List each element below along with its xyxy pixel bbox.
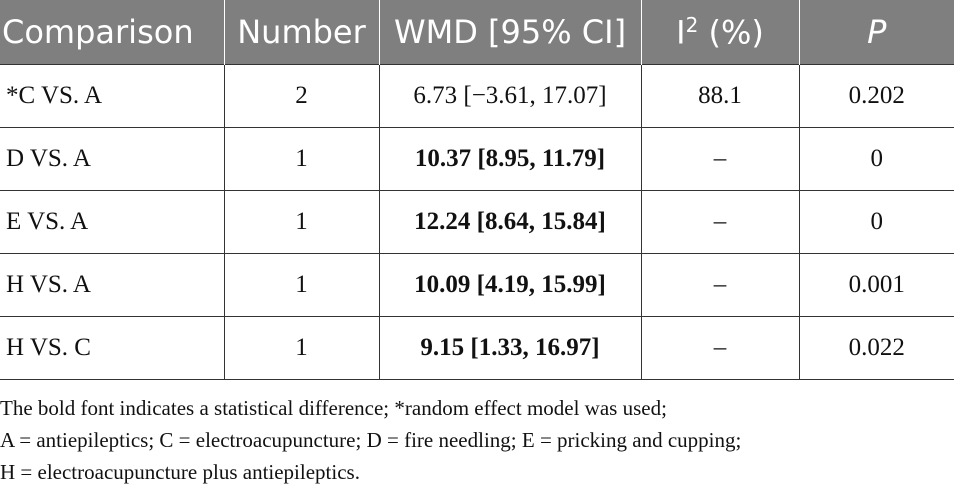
wmd-estimate: 10.09 xyxy=(414,271,471,298)
cell-comparison: H VS. A xyxy=(0,253,225,317)
footnote-line-3: H = electroacupuncture plus antiepilepti… xyxy=(0,460,360,484)
wmd-estimate: 12.24 xyxy=(414,208,471,235)
wmd-confidence-interval: [1.33, 16.97] xyxy=(464,334,600,361)
header-row: Comparison Number WMD [95% CI] I2 (%) P xyxy=(0,0,954,65)
cell-number: 1 xyxy=(223,316,380,380)
wmd-estimate: 10.37 xyxy=(414,145,472,172)
cell-i2: – xyxy=(640,127,800,191)
table-footnote: The bold font indicates a statistical di… xyxy=(0,392,946,488)
table-row: H VS. C 1 9.15 [1.33, 16.97] –0.022 xyxy=(0,316,954,380)
cell-wmd: 10.09 [4.19, 15.99] xyxy=(378,253,642,317)
cell-i2: 88.1 xyxy=(640,64,800,128)
table-row: H VS. A 1 10.09 [4.19, 15.99] –0.001 xyxy=(0,253,954,317)
cell-wmd: 9.15 [1.33, 16.97] xyxy=(378,316,642,380)
wmd-confidence-interval: [8.64, 15.84] xyxy=(470,208,606,235)
table-row: *C VS. A 2 6.73 [−3.61, 17.07] 88.1 0.202 xyxy=(0,64,954,128)
wmd-estimate: 6.73 xyxy=(413,82,458,109)
wmd-confidence-interval: [8.95, 11.79] xyxy=(471,145,606,172)
cell-number: 1 xyxy=(223,127,380,191)
table-row: E VS. A 1 12.24 [8.64, 15.84] –0 xyxy=(0,190,954,254)
cell-comparison: H VS. C xyxy=(0,316,225,380)
table-body: *C VS. A 2 6.73 [−3.61, 17.07] 88.1 0.202 D V… xyxy=(0,64,954,380)
header-i2-suffix: (%) xyxy=(698,13,764,52)
cell-p: 0.022 xyxy=(798,316,954,380)
header-comparison: Comparison xyxy=(0,0,224,65)
table-row: D VS. A 1 10.37 [8.95, 11.79] –0 xyxy=(0,127,954,191)
header-i2-base: I xyxy=(676,13,686,52)
header-i2: I2 (%) xyxy=(640,0,799,65)
wmd-estimate: 9.15 xyxy=(420,334,465,361)
cell-number: 2 xyxy=(223,64,380,128)
footnote-line-2: A = antiepileptics; C = electroacupunctu… xyxy=(0,428,742,452)
cell-wmd: 10.37 [8.95, 11.79] xyxy=(378,127,642,191)
cell-number: 1 xyxy=(223,253,380,317)
results-table: Comparison Number WMD [95% CI] I2 (%) P … xyxy=(0,0,954,380)
cell-p: 0 xyxy=(798,190,954,254)
cell-wmd: 12.24 [8.64, 15.84] xyxy=(378,190,642,254)
cell-p: 0.001 xyxy=(798,253,954,317)
header-p: P xyxy=(798,0,954,65)
footnote-line-1: The bold font indicates a statistical di… xyxy=(0,396,667,420)
wmd-confidence-interval: [−3.61, 17.07] xyxy=(457,82,607,109)
cell-comparison: D VS. A xyxy=(0,127,225,191)
cell-comparison: *C VS. A xyxy=(0,64,225,128)
cell-i2: – xyxy=(640,190,800,254)
cell-comparison: E VS. A xyxy=(0,190,225,254)
cell-i2: – xyxy=(640,316,800,380)
header-number: Number xyxy=(223,0,379,65)
cell-wmd: 6.73 [−3.61, 17.07] xyxy=(378,64,642,128)
header-wmd: WMD [95% CI] xyxy=(378,0,641,65)
wmd-confidence-interval: [4.19, 15.99] xyxy=(470,271,606,298)
cell-number: 1 xyxy=(223,190,380,254)
header-i2-superscript: 2 xyxy=(685,12,699,37)
cell-i2: – xyxy=(640,253,800,317)
cell-p: 0 xyxy=(798,127,954,191)
cell-p: 0.202 xyxy=(798,64,954,128)
